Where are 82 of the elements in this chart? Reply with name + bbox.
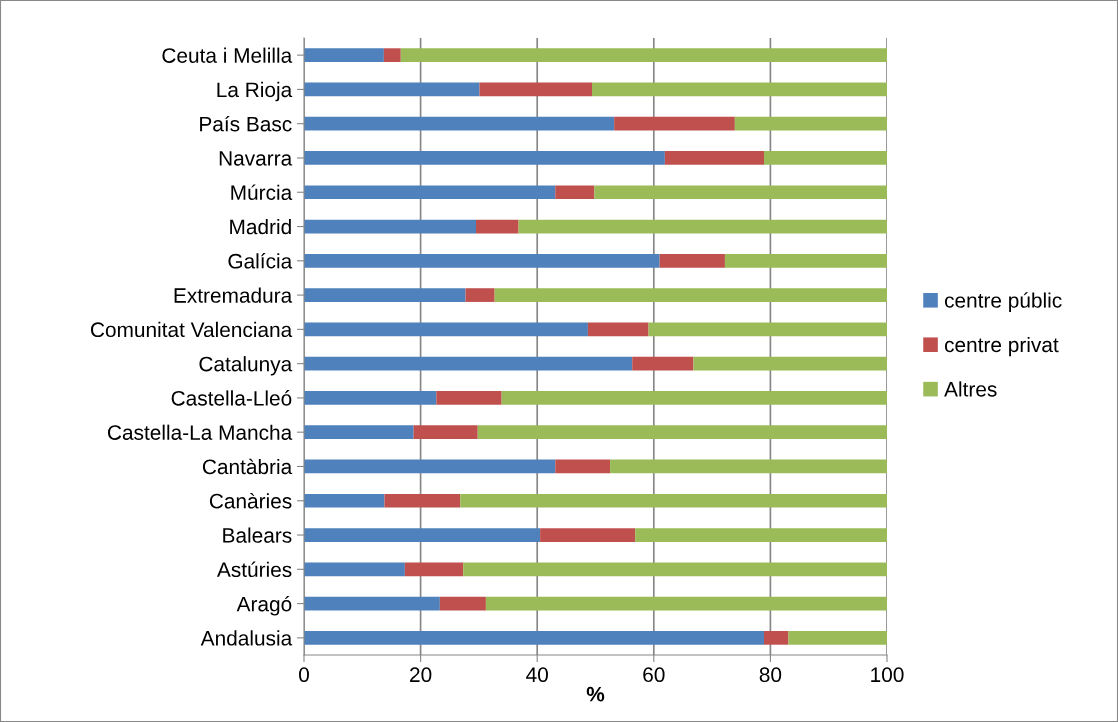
bar (463, 562, 887, 577)
bar (400, 48, 887, 62)
bar (587, 322, 649, 337)
bar (304, 528, 541, 542)
y-tick-label: Galícia (228, 253, 293, 269)
y-tick-label: Andalusia (200, 630, 293, 646)
bar (304, 48, 384, 62)
bar (460, 493, 887, 508)
bar (555, 459, 611, 474)
y-tick-label: Aragó (236, 595, 292, 616)
bar (304, 219, 476, 234)
x-tick-label: 80 (759, 667, 782, 683)
bar (304, 116, 615, 131)
bar (404, 562, 464, 577)
bar (304, 459, 556, 474)
bar (610, 459, 887, 474)
bar (304, 82, 480, 97)
x-tick-label: 40 (526, 667, 548, 683)
bar (635, 528, 887, 542)
y-tick-label: Comunitat Valenciana (90, 321, 293, 338)
x-tick-label: 100 (871, 667, 904, 683)
y-tick-label: Múrcia (231, 184, 293, 200)
bar (304, 425, 414, 440)
bar (664, 151, 764, 165)
bar (384, 493, 461, 508)
y-tick-label: País Basc (200, 115, 292, 132)
bar (614, 116, 735, 131)
bar (304, 253, 660, 268)
bar (555, 185, 595, 200)
bar (304, 493, 385, 508)
bar (540, 528, 636, 542)
bar (724, 253, 887, 268)
bar (304, 288, 466, 302)
bar (304, 151, 665, 165)
bar (693, 356, 887, 371)
bar (632, 356, 694, 371)
bar (734, 116, 887, 131)
bar (439, 596, 486, 611)
bar (763, 151, 887, 165)
bar (383, 48, 401, 62)
y-tick-label: Balears (223, 527, 292, 543)
bar (413, 425, 478, 440)
y-tick-label: Navarra (219, 151, 293, 166)
legend-label: centre públic (944, 292, 1062, 312)
bar (304, 322, 588, 337)
bar (436, 391, 502, 405)
y-tick-label: Castella-Lleó (171, 390, 292, 406)
y-tick-label: Castella-La Mancha (107, 424, 293, 440)
y-tick-label: Canàries (209, 492, 292, 509)
bar (304, 631, 764, 645)
bar (304, 596, 440, 611)
bar (475, 219, 519, 234)
x-tick-label: 20 (410, 667, 432, 683)
x-tick-label: 0 (299, 667, 309, 683)
y-tick-label: Catalunya (199, 356, 293, 376)
bar (465, 288, 495, 302)
bar (788, 631, 887, 645)
bar (648, 322, 887, 337)
legend-label: Altres (944, 381, 997, 397)
bar (304, 562, 405, 577)
legend-label: centre privat (944, 336, 1059, 357)
bar (592, 82, 887, 97)
y-tick-label: Madrid (230, 218, 291, 235)
bar (494, 288, 887, 302)
y-tick-label: Astúries (216, 561, 292, 578)
y-tick-label: Extremadura (174, 287, 293, 303)
bar (479, 82, 592, 97)
bar (304, 185, 556, 200)
bar (304, 356, 633, 371)
y-tick-label: Cantàbria (202, 458, 293, 475)
bar (659, 253, 725, 268)
bar (594, 185, 887, 200)
y-tick-label: Ceuta i Melilla (162, 47, 293, 63)
y-tick-label: La Rioja (217, 81, 293, 102)
bar (477, 425, 887, 440)
x-tick-label: 60 (643, 667, 665, 683)
bar (485, 596, 887, 611)
bar (304, 391, 437, 405)
bar (501, 391, 887, 405)
bar (518, 219, 887, 234)
x-axis-title: % (586, 686, 605, 702)
bar (763, 631, 789, 645)
